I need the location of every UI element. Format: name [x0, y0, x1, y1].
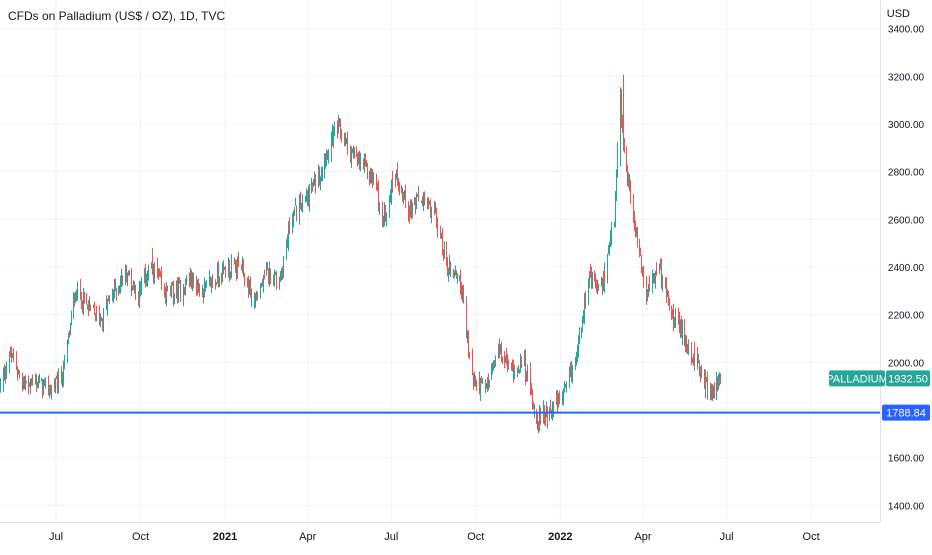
time-tick-label: Jul [49, 531, 63, 543]
horizontal-line-price-label: 1788.84 [886, 408, 926, 420]
price-tick-label: 2000.00 [888, 358, 925, 369]
price-tick-label: 1400.00 [888, 501, 925, 512]
axis-layer: 1400.001600.001800.002000.002200.002400.… [0, 0, 925, 543]
price-tick-label: 3200.00 [888, 72, 925, 83]
price-tick-label: 2400.00 [888, 263, 925, 274]
last-price-label: 1932.50 [888, 373, 928, 385]
time-tick-label: Apr [634, 531, 651, 543]
last-price-badge [886, 370, 930, 387]
price-tick-label: 2200.00 [888, 311, 925, 322]
symbol-label: PALLADIUM [826, 373, 888, 385]
price-tick-label: 2600.00 [888, 215, 925, 226]
chart-title: CFDs on Palladium (US$ / OZ), 1D, TVC [8, 9, 226, 23]
price-tick-label: 2800.00 [888, 168, 925, 179]
time-tick-label: Oct [132, 531, 149, 543]
time-tick-label: Oct [803, 531, 820, 543]
time-tick-label: Jul [384, 531, 398, 543]
candle-layer [0, 74, 721, 434]
price-tick-label: 3400.00 [888, 25, 925, 36]
price-tick-label: 1600.00 [888, 454, 925, 465]
time-tick-label: Apr [299, 531, 316, 543]
horizontal-line-price-badge [882, 404, 930, 421]
time-tick-label: 2021 [213, 531, 237, 543]
price-tick-label: 3000.00 [888, 120, 925, 131]
time-tick-label: Oct [467, 531, 484, 543]
symbol-badge [829, 370, 885, 387]
badge-layer: 1788.84 PALLADIUM 1932.50 [826, 370, 930, 421]
time-tick-label: Jul [720, 531, 734, 543]
grid-layer [0, 0, 880, 522]
price-axis-unit: USD [886, 8, 910, 20]
time-tick-label: 2022 [548, 531, 572, 543]
